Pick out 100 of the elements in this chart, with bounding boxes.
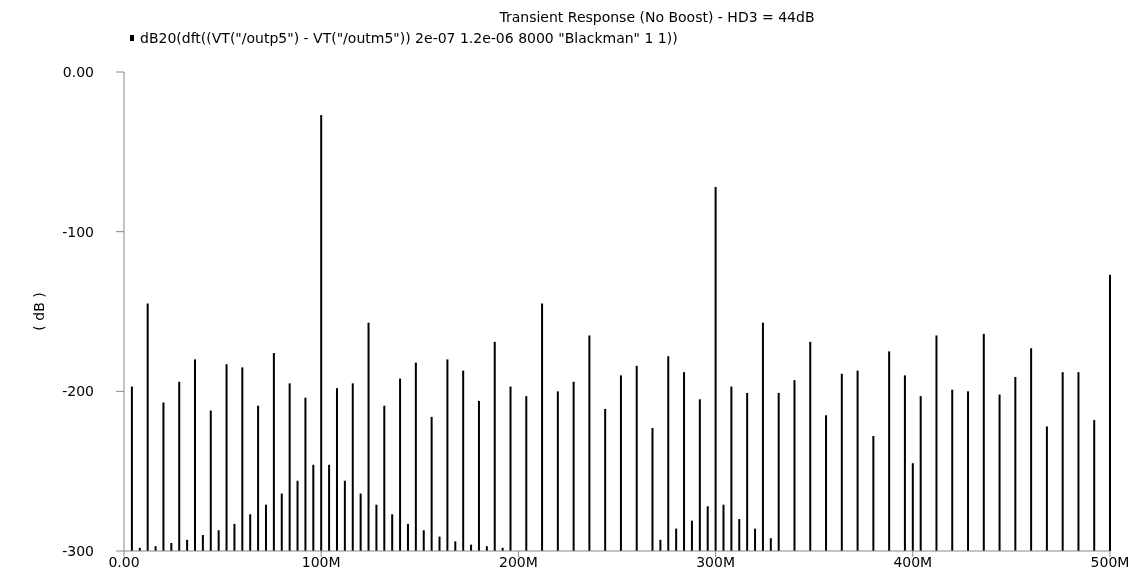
bar <box>272 353 275 551</box>
bar <box>217 530 220 551</box>
bar <box>698 399 701 551</box>
bar <box>825 415 828 551</box>
bar <box>162 402 165 551</box>
bar <box>525 396 528 551</box>
bar <box>588 335 591 551</box>
bar <box>257 405 260 551</box>
bar <box>304 397 307 551</box>
bar <box>178 381 181 551</box>
bar <box>690 520 693 551</box>
bar <box>872 436 875 551</box>
x-tick-label: 100M <box>301 554 341 570</box>
bar <box>367 322 370 551</box>
bar <box>1109 274 1111 551</box>
bar <box>477 400 480 551</box>
bar <box>903 375 906 551</box>
bar <box>288 383 291 551</box>
bar <box>264 504 267 551</box>
bar <box>888 351 891 551</box>
bar <box>328 464 331 551</box>
bar <box>493 341 496 551</box>
bar <box>406 523 409 551</box>
bar <box>351 383 354 551</box>
bar <box>391 514 394 551</box>
bar <box>422 530 425 551</box>
bar <box>856 370 859 551</box>
bar <box>706 506 709 551</box>
bar <box>312 464 315 551</box>
bar <box>209 410 212 551</box>
y-axis-title: ( dB ) <box>31 292 47 331</box>
bar <box>193 359 196 551</box>
bar <box>130 386 133 551</box>
bar <box>359 493 362 551</box>
y-tick-label: -300 <box>62 542 94 559</box>
bar <box>982 333 985 551</box>
bar <box>793 380 796 551</box>
bar <box>746 392 749 551</box>
bar <box>556 391 559 551</box>
bar <box>1061 372 1064 551</box>
bar <box>840 373 843 551</box>
bar <box>754 528 757 551</box>
legend-label: dB20(dft((VT("/outp5") - VT("/outm5")) 2e-07 1.2e-06 8000 "Blackman" 1 1)) <box>140 29 678 46</box>
bar <box>399 378 402 551</box>
bar <box>335 388 338 551</box>
bar <box>430 416 433 551</box>
bar <box>438 536 441 551</box>
bar <box>1077 372 1080 551</box>
bar <box>446 359 449 551</box>
bar <box>675 528 678 551</box>
bar <box>320 115 323 551</box>
y-tick-label: -100 <box>62 223 94 240</box>
bar <box>919 396 922 551</box>
bar <box>769 538 772 551</box>
x-tick-label: 0.00 <box>108 554 140 570</box>
bar <box>201 535 204 551</box>
x-tick-label: 500M <box>1090 554 1130 570</box>
bar <box>683 372 686 551</box>
bar <box>659 539 662 551</box>
y-tick-label: -200 <box>62 383 94 400</box>
bar <box>541 303 544 551</box>
bar <box>343 480 346 551</box>
bar <box>951 389 954 551</box>
bar <box>619 375 622 551</box>
bar <box>241 367 244 551</box>
bar <box>186 539 189 551</box>
bar <box>761 322 764 551</box>
bar <box>777 392 780 551</box>
bar <box>1014 376 1017 551</box>
bar <box>651 428 654 551</box>
bar <box>935 335 938 551</box>
bar <box>667 356 670 551</box>
bar <box>967 391 970 551</box>
bar <box>722 504 725 551</box>
x-tick-label: 300M <box>696 554 736 570</box>
bar <box>233 523 236 551</box>
bar <box>911 463 914 551</box>
bar <box>225 364 228 551</box>
bar <box>1093 420 1096 551</box>
bar <box>572 381 575 551</box>
bar <box>604 408 607 551</box>
bar <box>738 519 741 551</box>
bar <box>454 541 457 551</box>
bar <box>296 480 299 551</box>
y-tick-label: 0.00 <box>62 63 94 80</box>
bar <box>249 514 252 551</box>
x-tick-label: 200M <box>498 554 538 570</box>
chart-title: Transient Response (No Boost) - HD3 = 44dB <box>498 9 815 25</box>
bar <box>462 370 465 551</box>
bar <box>383 405 386 551</box>
bar <box>730 386 733 551</box>
bar <box>635 365 638 551</box>
bar <box>998 394 1001 551</box>
bar <box>1030 348 1033 551</box>
x-tick-label: 400M <box>893 554 933 570</box>
bar <box>1045 426 1048 551</box>
bar <box>375 504 378 551</box>
bar <box>280 493 283 551</box>
bar <box>509 386 512 551</box>
bar <box>414 362 417 551</box>
